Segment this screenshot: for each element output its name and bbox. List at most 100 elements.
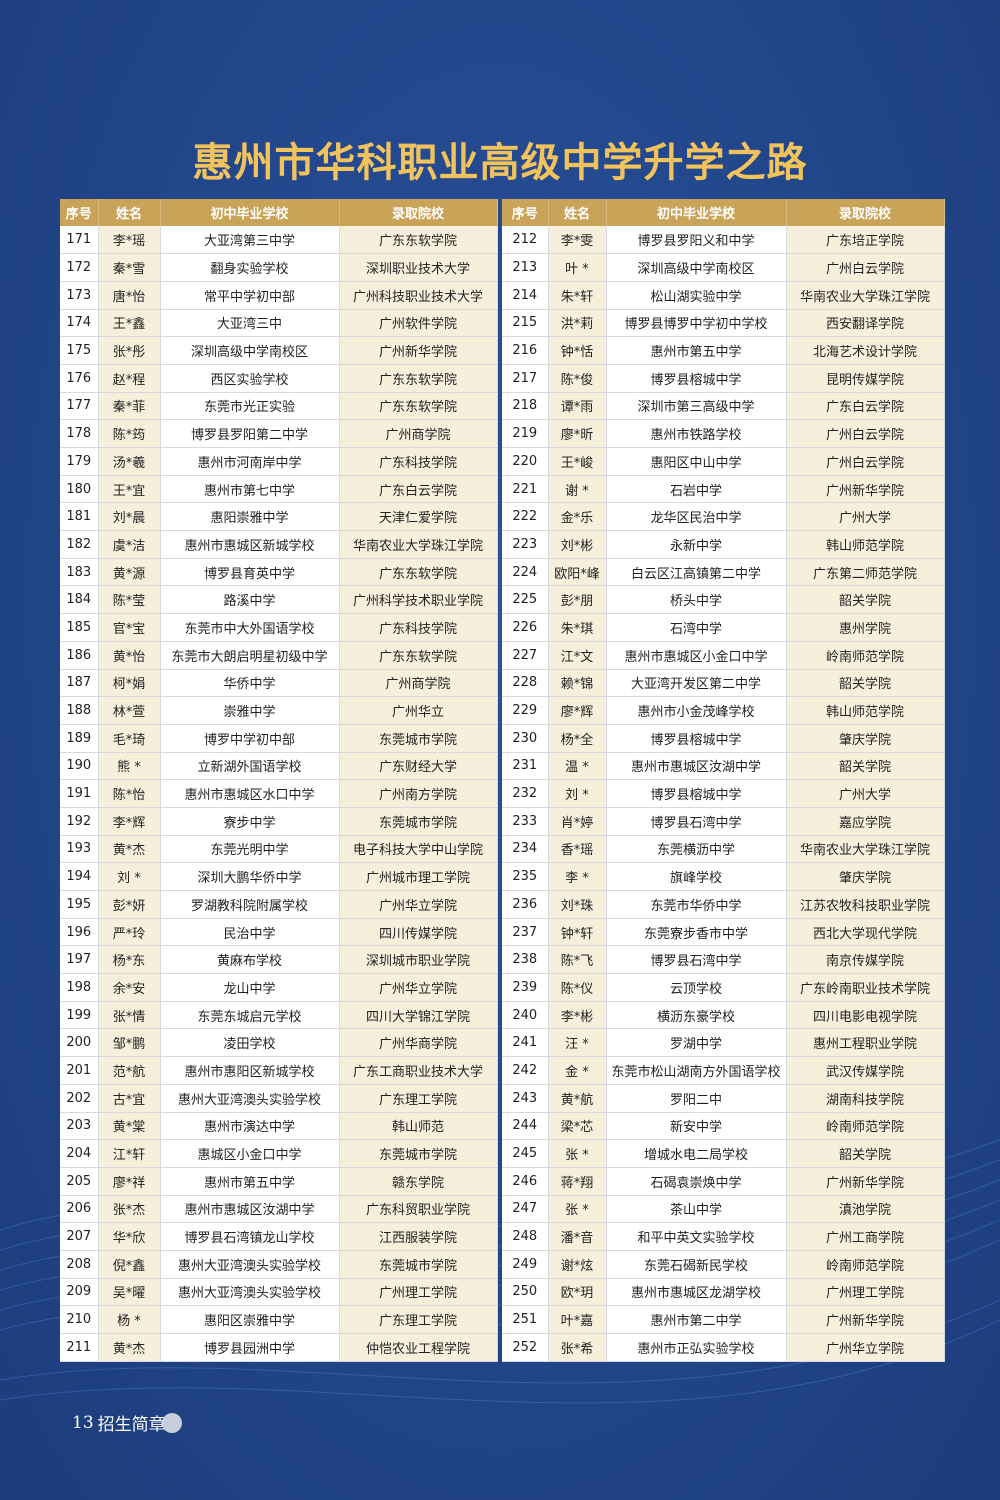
table-row: 182 虞*洁 惠州市惠城区新城学校 华南农业大学珠江学院 [60,530,498,559]
table-row: 244 梁*芯 新安中学 岭南师范学院 [502,1112,945,1141]
student-name: 赵*程 [98,364,161,393]
row-number: 208 [60,1250,99,1279]
student-name: 秦*菲 [98,392,161,421]
middle-school: 罗湖教科院附属学校 [160,890,340,919]
row-number: 220 [502,447,549,476]
table-row: 192 李*辉 寮步中学 东莞城市学院 [60,807,498,836]
table-row: 210 杨 * 惠阳区崇雅中学 广东理工学院 [60,1305,498,1334]
header-middle-school: 初中毕业学校 [160,199,340,226]
table-row: 207 华*欣 博罗县石湾镇龙山学校 江西服装学院 [60,1222,498,1251]
middle-school: 茶山中学 [606,1195,787,1224]
admitted-college: 广东东软学院 [339,558,498,587]
row-number: 223 [502,530,549,559]
student-name: 张*情 [98,1001,161,1030]
row-number: 206 [60,1195,99,1224]
table-row: 201 范*航 惠州市惠阳区新城学校 广东工商职业技术大学 [60,1056,498,1085]
middle-school: 桥头中学 [606,585,787,615]
middle-school: 博罗县罗阳义和中学 [606,226,787,255]
student-name: 梁*芯 [548,1112,607,1141]
row-number: 229 [502,696,549,725]
admitted-college: 华南农业大学珠江学院 [339,530,498,559]
admitted-college: 昆明传媒学院 [786,364,945,393]
middle-school: 东莞寮步香市中学 [606,918,787,947]
table-row: 242 金 * 东莞市松山湖南方外国语学校 武汉传媒学院 [502,1056,945,1085]
table-row: 185 官*宝 东莞市中大外国语学校 广东科技学院 [60,613,498,642]
table-row: 177 秦*菲 东莞市光正实验 广东东软学院 [60,392,498,421]
row-number: 245 [502,1139,549,1168]
row-number: 222 [502,502,549,532]
table-row: 217 陈*俊 博罗县榕城中学 昆明传媒学院 [502,364,945,393]
middle-school: 惠州市河南岸中学 [160,447,340,476]
middle-school: 常平中学初中部 [160,281,340,310]
row-number: 185 [60,613,99,642]
middle-school: 惠州市演达中学 [160,1112,340,1141]
middle-school: 惠州市正弘实验学校 [606,1333,787,1362]
admitted-college: 广州白云学院 [786,419,945,448]
table-row: 203 黄*棠 惠州市演达中学 韩山师范 [60,1112,498,1141]
student-name: 廖*辉 [548,696,607,725]
middle-school: 惠州市惠城区龙湖学校 [606,1278,787,1307]
table-row: 202 古*宜 惠州大亚湾澳头实验学校 广东理工学院 [60,1084,498,1113]
table-row: 190 熊 * 立新湖外国语学校 广东财经大学 [60,752,498,781]
row-number: 228 [502,669,549,698]
middle-school: 松山湖实验中学 [606,281,787,310]
middle-school: 深圳高级中学南校区 [160,336,340,365]
row-number: 252 [502,1333,549,1362]
row-number: 232 [502,779,549,808]
student-name: 黄*源 [98,558,161,587]
admitted-college: 岭南师范学院 [786,1112,945,1141]
student-name: 黄*杰 [98,1333,161,1362]
table-row: 213 叶 * 深圳高级中学南校区 广州白云学院 [502,253,945,282]
table-row: 216 钟*恬 惠州市第五中学 北海艺术设计学院 [502,336,945,365]
middle-school: 博罗县石湾镇龙山学校 [160,1222,340,1251]
row-number: 236 [502,890,549,919]
row-number: 194 [60,862,99,891]
student-name: 黄*棠 [98,1112,161,1141]
middle-school: 惠州大亚湾澳头实验学校 [160,1278,340,1307]
middle-school: 深圳大鹏华侨中学 [160,862,340,891]
table-row: 228 赖*锦 大亚湾开发区第二中学 韶关学院 [502,669,945,698]
admitted-college: 四川大学锦江学院 [339,1001,498,1030]
middle-school: 惠州市第二中学 [606,1305,787,1334]
admitted-college: 东莞城市学院 [339,807,498,836]
student-name: 黄*杰 [98,835,161,864]
middle-school: 惠州市惠城区小金口中学 [606,641,787,670]
admission-table-right: 序号 姓名 初中毕业学校 录取院校 212 李*雯 博罗县罗阳义和中学 广东培正学院 2… [502,199,945,1362]
row-number: 205 [60,1167,99,1196]
student-name: 谭*雨 [548,392,607,421]
table-row: 178 陈*筠 博罗县罗阳第二中学 广州商学院 [60,419,498,448]
admitted-college: 广州华立学院 [339,973,498,1002]
table-row: 218 谭*雨 深圳市第三高级中学 广东白云学院 [502,392,945,421]
middle-school: 东莞石碣新民学校 [606,1250,787,1279]
student-name: 朱*轩 [548,281,607,310]
table-row: 198 余*安 龙山中学 广州华立学院 [60,973,498,1002]
middle-school: 惠州市第五中学 [606,336,787,365]
admitted-college: 江苏农牧科技职业学院 [786,890,945,919]
row-number: 241 [502,1028,549,1058]
row-number: 226 [502,613,549,642]
student-name: 李*辉 [98,807,161,836]
middle-school: 惠州市惠城区汝湖中学 [160,1195,340,1224]
middle-school: 石岩中学 [606,475,787,504]
admitted-college: 广州华立 [339,696,498,725]
student-name: 虞*洁 [98,530,161,559]
middle-school: 东莞市光正实验 [160,392,340,421]
student-name: 刘 * [98,862,161,891]
middle-school: 博罗县榕城中学 [606,364,787,393]
circle-decoration-icon [161,1412,182,1433]
table-row: 250 欧*玥 惠州市惠城区龙湖学校 广州理工学院 [502,1278,945,1307]
admitted-college: 南京传媒学院 [786,945,945,975]
middle-school: 立新湖外国语学校 [160,752,340,781]
student-name: 刘*彬 [548,530,607,559]
header-name: 姓名 [98,199,161,226]
admitted-college: 仲恺农业工程学院 [339,1333,498,1362]
row-number: 196 [60,918,99,947]
student-name: 官*宝 [98,613,161,642]
student-name: 余*安 [98,973,161,1002]
middle-school: 惠州大亚湾澳头实验学校 [160,1250,340,1279]
row-number: 239 [502,973,549,1002]
student-name: 林*萱 [98,696,161,725]
admitted-college: 广州城市理工学院 [339,862,498,891]
row-number: 216 [502,336,549,365]
middle-school: 白云区江高镇第二中学 [606,558,787,587]
